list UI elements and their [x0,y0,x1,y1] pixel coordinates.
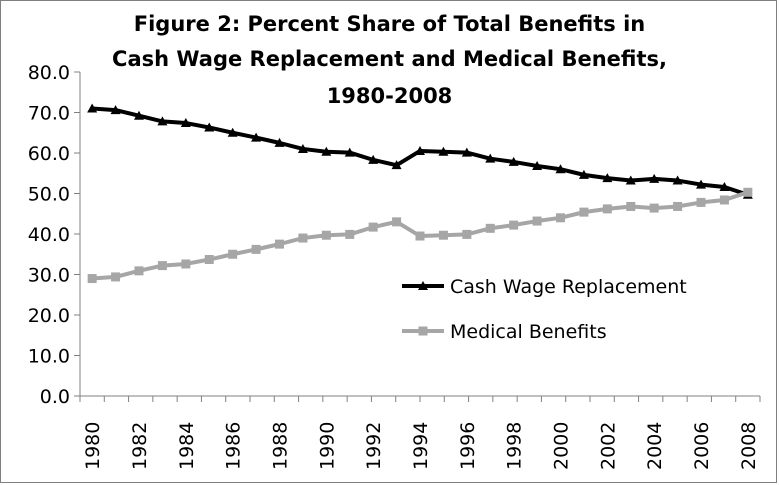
chart-title-line-1: Figure 2: Percent Share of Total Benefit… [133,12,646,36]
data-point [532,216,542,226]
data-point [298,233,308,243]
x-tick-label: 2004 [644,422,666,470]
x-tick-label: 1990 [316,422,338,470]
x-tick-label: 2008 [738,422,760,470]
legend: Cash Wage Replacement Medical Benefits [402,276,687,343]
data-point [509,220,519,230]
data-point [345,229,355,239]
data-point [696,197,706,207]
legend-item: Cash Wage Replacement [402,276,687,298]
data-point [602,204,612,214]
data-point [392,217,402,227]
data-point [743,187,753,197]
y-tick-label: 10.0 [28,346,70,368]
chart-title-line-3: 1980-2008 [326,84,453,108]
data-point [461,147,472,157]
series-2 [87,187,753,284]
x-tick-label: 2006 [691,422,713,470]
data-point [251,244,261,254]
data-point [438,146,449,156]
x-tick-label: 2002 [597,422,619,470]
x-tick-label: 1994 [410,422,432,470]
x-tick-label: 1982 [129,422,151,470]
data-point [111,272,121,282]
data-point [415,145,425,155]
data-point [204,255,214,265]
data-point [204,122,215,132]
data-point [227,127,238,137]
data-point [719,182,730,192]
data-point [251,132,262,142]
data-point [625,175,636,185]
data-point [719,195,729,205]
data-point [368,154,379,164]
x-tick-label: 1988 [269,422,291,470]
data-point [181,259,191,269]
data-point [321,230,331,240]
y-tick-label: 60.0 [28,143,70,165]
legend-label: Medical Benefits [450,321,607,343]
data-point [87,274,97,284]
y-tick-label: 20.0 [28,305,70,327]
x-tick-label: 1996 [457,422,479,470]
data-point [485,153,496,163]
data-point [157,116,168,126]
legend-marker [418,281,428,290]
y-tick-label: 40.0 [28,224,70,246]
data-point [649,173,660,183]
y-tick-label: 80.0 [28,62,70,84]
x-tick-label: 1992 [363,422,385,470]
y-tick-label: 30.0 [28,265,70,287]
data-point [672,175,683,185]
data-point [274,137,285,147]
data-point [578,169,589,179]
data-point [133,110,144,120]
data-point [696,179,707,189]
x-tick-label: 2000 [551,422,573,470]
y-tick-label: 0.0 [40,386,70,408]
data-point [673,201,683,211]
axes: 0.0 10.0 20.0 30.0 40.0 50.0 60.0 70.0 80.0 1980 1… [28,62,761,470]
data-point [438,230,448,240]
data-point [391,160,402,170]
data-point [485,223,495,233]
data-point [180,118,191,128]
data-point [649,203,659,213]
data-point [532,160,543,170]
data-point [157,261,167,271]
y-tick-label: 70.0 [28,103,70,125]
x-tick-label: 1998 [504,422,526,470]
data-point [555,164,566,174]
data-point [462,229,472,239]
data-point [228,249,238,259]
y-tick-label: 50.0 [28,184,70,206]
data-point [110,105,121,115]
data-point [579,207,589,217]
data-point [321,146,332,156]
data-point [344,147,355,157]
chart-title-line-2: Cash Wage Replacement and Medical Benefi… [112,47,667,71]
data-point [134,266,144,276]
data-point [368,222,378,232]
data-point [297,143,308,153]
data-point [415,231,425,241]
x-tick-label: 1986 [223,422,245,470]
legend-marker [418,326,428,336]
data-point [87,103,98,113]
legend-label: Cash Wage Replacement [450,276,687,298]
data-point [602,173,613,183]
x-tick-label: 1984 [176,422,198,470]
x-tick-label: 1980 [82,422,104,470]
data-point [556,213,566,223]
series-layer [87,103,753,284]
data-point [508,156,519,166]
legend-item: Medical Benefits [402,321,607,343]
data-point [626,201,636,211]
data-point [274,239,284,249]
series-1 [87,103,753,199]
